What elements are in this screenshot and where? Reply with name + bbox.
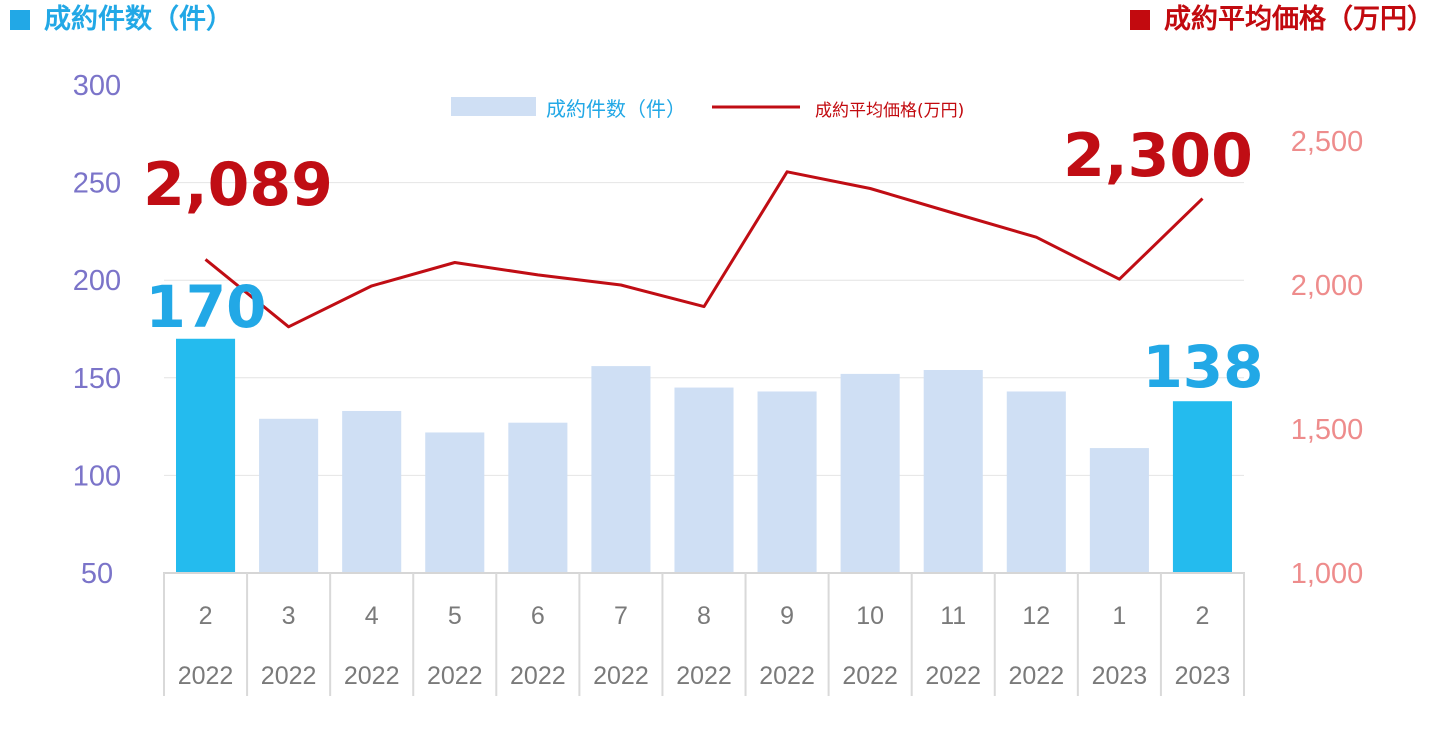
x-year-label: 2022 xyxy=(925,662,981,690)
x-year-label: 2023 xyxy=(1175,662,1231,690)
bar xyxy=(1006,391,1066,573)
x-year-label: 2022 xyxy=(842,662,898,690)
x-axis: 2 2022 3 2022 4 2022 5 2022 6 2022 7 2022 8 2022 9 2022… xyxy=(163,572,1245,696)
x-year-label: 2022 xyxy=(759,662,815,690)
bar-last-label: 138 xyxy=(1142,333,1263,401)
right-axis-tick: 1,500 xyxy=(1291,414,1364,446)
x-year-label: 2022 xyxy=(261,662,317,690)
bar xyxy=(923,369,983,573)
bar xyxy=(176,338,236,573)
x-month-label: 12 xyxy=(1022,602,1050,630)
bar xyxy=(840,373,900,573)
bar xyxy=(674,387,734,573)
left-axis-tick: 250 xyxy=(73,168,121,200)
x-month-label: 3 xyxy=(282,602,296,630)
x-year-label: 2022 xyxy=(344,662,400,690)
left-axis-tick: 100 xyxy=(73,460,121,492)
price-line xyxy=(204,170,1204,329)
right-axis-tick: 2,000 xyxy=(1291,270,1364,302)
bar-color-square-icon xyxy=(10,10,30,30)
data-annotations: 170 138 2,089 2,300 xyxy=(143,121,1263,401)
x-year-label: 2022 xyxy=(593,662,649,690)
bar xyxy=(591,366,651,573)
line-last-label: 2,300 xyxy=(1063,121,1253,191)
legend-bar-label: 成約件数（件） xyxy=(546,97,686,121)
right-axis-tick: 2,500 xyxy=(1291,126,1364,158)
x-month-label: 9 xyxy=(780,602,794,630)
left-axis-title: 成約件数（件） xyxy=(10,0,233,40)
x-month-label: 2 xyxy=(1196,602,1210,630)
x-year-label: 2022 xyxy=(178,662,234,690)
x-month-label: 2 xyxy=(199,602,213,630)
right-axis-tick: 1,000 xyxy=(1291,558,1364,590)
bar xyxy=(508,422,568,573)
bar xyxy=(259,418,319,573)
bar xyxy=(425,432,485,573)
x-month-label: 5 xyxy=(448,602,462,630)
x-month-label: 10 xyxy=(856,602,884,630)
right-axis-ticks: 1,000 1,500 2,000 2,500 xyxy=(1291,126,1364,590)
bar xyxy=(757,391,817,573)
x-month-label: 6 xyxy=(531,602,545,630)
x-year-label: 2022 xyxy=(510,662,566,690)
left-axis-tick: 200 xyxy=(73,265,121,297)
right-axis-title-text: 成約平均価格（万円） xyxy=(1164,4,1434,35)
left-axis-ticks: 50 100 150 200 250 300 xyxy=(73,70,121,590)
x-month-label: 4 xyxy=(365,602,379,630)
right-axis-title: 成約平均価格（万円） xyxy=(1130,0,1434,40)
x-year-label: 2022 xyxy=(676,662,732,690)
bar xyxy=(1089,448,1149,573)
x-month-label: 8 xyxy=(697,602,711,630)
x-month-label: 11 xyxy=(940,602,966,630)
bar xyxy=(1172,401,1232,573)
x-month-label: 7 xyxy=(614,602,628,630)
legend: 成約件数（件） 成約平均価格(万円) xyxy=(451,97,964,121)
left-axis-tick: 150 xyxy=(73,363,121,395)
x-month-label: 1 xyxy=(1112,602,1126,630)
line-color-square-icon xyxy=(1130,10,1150,30)
line-first-label: 2,089 xyxy=(143,150,333,220)
bar xyxy=(342,410,402,573)
legend-line-label: 成約平均価格(万円) xyxy=(815,101,964,121)
x-year-label: 2023 xyxy=(1092,662,1148,690)
bar-first-label: 170 xyxy=(145,273,266,341)
left-axis-title-text: 成約件数（件） xyxy=(44,4,233,35)
left-axis-tick: 50 xyxy=(81,558,113,590)
x-year-label: 2022 xyxy=(427,662,483,690)
left-axis-tick: 300 xyxy=(73,70,121,102)
x-year-label: 2022 xyxy=(1008,662,1064,690)
bar-series xyxy=(176,338,1232,573)
legend-bar-swatch xyxy=(451,97,536,116)
